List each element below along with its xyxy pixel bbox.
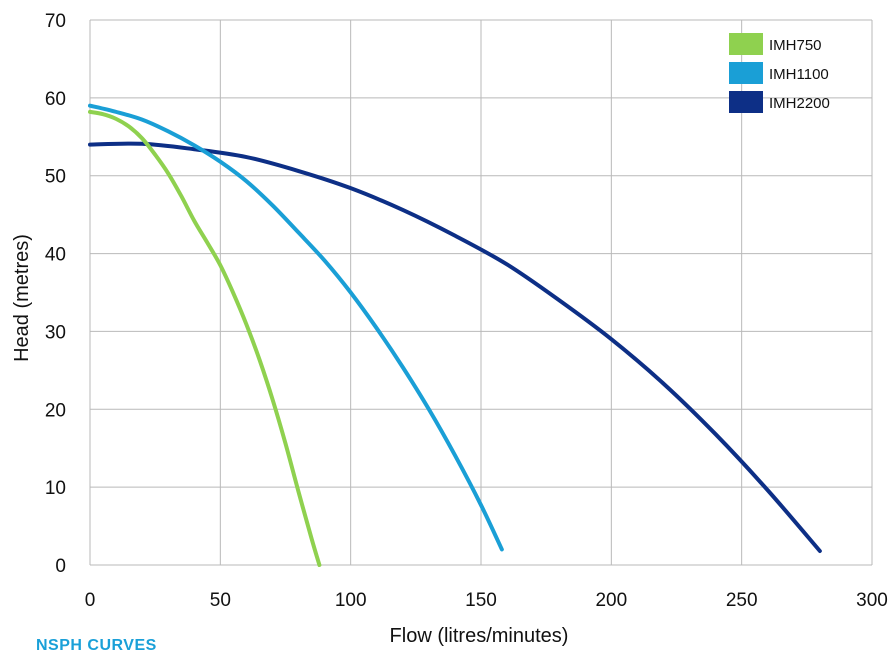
- series-line-imh1100: [88, 103, 504, 552]
- x-tick-label: 50: [210, 590, 231, 611]
- section-title: NSPH CURVES: [36, 637, 157, 654]
- y-tick-label: 40: [45, 245, 66, 266]
- series: [88, 103, 822, 567]
- x-tick-label: 100: [335, 590, 367, 611]
- y-axis-title: Head (metres): [11, 234, 33, 362]
- y-tick-label: 60: [45, 89, 66, 110]
- legend-swatch: [729, 91, 763, 113]
- y-tick-label: 20: [45, 400, 66, 421]
- tick-labels: 0 50 100 150 200 250 300 0 10 20 30 40 50 60 70: [45, 11, 888, 611]
- y-tick-label: 30: [45, 322, 66, 343]
- x-tick-label: 150: [465, 590, 497, 611]
- y-tick-label: 70: [45, 11, 66, 32]
- x-tick-label: 200: [595, 590, 627, 611]
- legend: IMH750 IMH1100 IMH2200: [729, 33, 830, 113]
- series-line-imh2200: [88, 141, 822, 553]
- legend-label: IMH2200: [769, 95, 830, 112]
- legend-swatch: [729, 62, 763, 84]
- legend-label: IMH750: [769, 37, 822, 54]
- y-tick-label: 50: [45, 167, 66, 188]
- x-tick-label: 300: [856, 590, 888, 611]
- x-tick-label: 250: [726, 590, 758, 611]
- series-line-imh750: [88, 109, 322, 567]
- x-axis-title: Flow (litres/minutes): [390, 625, 569, 647]
- y-tick-label: 0: [55, 556, 66, 577]
- x-tick-label: 0: [85, 590, 96, 611]
- legend-swatch: [729, 33, 763, 55]
- y-tick-label: 10: [45, 478, 66, 499]
- legend-label: IMH1100: [769, 66, 829, 83]
